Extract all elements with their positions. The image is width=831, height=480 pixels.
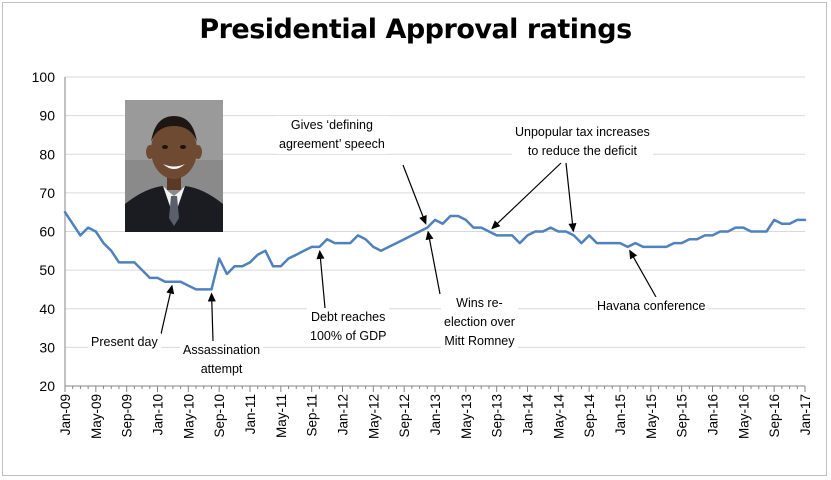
x-tick-label: Sep-15 bbox=[675, 394, 690, 438]
x-tick-label: Jan-17 bbox=[798, 394, 813, 435]
x-tick-label: Jan-16 bbox=[706, 394, 721, 435]
x-tick-label: Sep-12 bbox=[397, 394, 412, 438]
arrow-head bbox=[166, 284, 175, 295]
x-tick-label: Jan-09 bbox=[58, 394, 73, 435]
annotation-text: agreement’ speech bbox=[279, 137, 385, 151]
x-tick-label: May-13 bbox=[459, 394, 474, 439]
x-tick-label: Sep-09 bbox=[120, 394, 135, 438]
annotation-havana: Havana conference bbox=[594, 297, 709, 316]
annotation-text: Mitt Romney bbox=[444, 334, 515, 348]
annotation-text: to reduce the deficit bbox=[527, 144, 637, 158]
x-axis: Jan-09 May-09 Sep-09 Jan-10 May-10 Sep-10 Jan-… bbox=[58, 385, 813, 440]
arrow-shaft bbox=[428, 236, 441, 295]
y-tick-label: 90 bbox=[39, 108, 55, 124]
annotation-arrows bbox=[160, 162, 657, 342]
arrow-shaft bbox=[565, 162, 574, 227]
annotation-text: Wins re- bbox=[456, 296, 503, 310]
arrow-shaft bbox=[631, 254, 657, 298]
y-tick-label: 20 bbox=[39, 378, 55, 394]
x-tick-label: May-09 bbox=[89, 394, 104, 439]
x-tick-label: May-14 bbox=[551, 394, 566, 440]
annotation-text: Debt reaches bbox=[311, 310, 386, 324]
x-tick-label: Sep-14 bbox=[582, 394, 597, 438]
y-axis: 20 30 40 50 60 70 80 90 100 bbox=[32, 69, 66, 394]
annotation-debt: Debt reaches 100% of GDP bbox=[307, 308, 390, 346]
x-tick-label: Jan-11 bbox=[243, 394, 258, 434]
x-tick-label: Jan-10 bbox=[151, 394, 166, 435]
arrow-head bbox=[629, 249, 638, 260]
x-tick-label: Jan-15 bbox=[613, 394, 628, 435]
y-tick-label: 80 bbox=[39, 146, 55, 162]
x-tick-label: Sep-10 bbox=[212, 394, 227, 438]
arrow-shaft bbox=[211, 298, 214, 342]
annotation-text: Present day bbox=[91, 335, 158, 349]
annotation-assassination-attempt: Assassination attempt bbox=[180, 341, 264, 379]
x-tick-label: May-11 bbox=[274, 394, 289, 438]
annotation-text: attempt bbox=[200, 362, 243, 376]
x-tick-label: May-10 bbox=[181, 394, 196, 439]
x-tick-label: Jan-13 bbox=[428, 394, 443, 435]
y-tick-label: 40 bbox=[39, 301, 55, 317]
annotation-present-day: Present day bbox=[88, 333, 161, 352]
arrow-shaft bbox=[319, 255, 326, 309]
y-tick-label: 60 bbox=[39, 224, 55, 240]
arrow-head bbox=[568, 223, 577, 233]
series-layer bbox=[63, 210, 807, 291]
arrow-head bbox=[316, 249, 325, 260]
arrow-head bbox=[419, 215, 427, 225]
arrow-head bbox=[425, 230, 434, 241]
annotation-tax: Unpopular tax increases to reduce the de… bbox=[512, 123, 653, 161]
chart-title: Presidential Approval ratings bbox=[199, 14, 632, 45]
arrow-head bbox=[491, 220, 501, 230]
arrow-shaft bbox=[402, 164, 425, 220]
arrow-head bbox=[207, 292, 216, 302]
approval-series-line bbox=[63, 210, 807, 291]
annotation-reelection: Wins re- election over Mitt Romney bbox=[441, 294, 518, 351]
annotation-text: election over bbox=[444, 315, 515, 329]
x-tick-label: Sep-11 bbox=[305, 394, 320, 437]
annotation-text: 100% of GDP bbox=[310, 329, 387, 343]
arrow-shaft bbox=[160, 290, 172, 335]
x-tick-label: May-12 bbox=[366, 394, 381, 439]
portrait-photo bbox=[125, 100, 223, 232]
x-tick-label: Jan-12 bbox=[336, 394, 351, 435]
y-tick-label: 50 bbox=[39, 262, 55, 278]
x-tick-label: Sep-16 bbox=[767, 394, 782, 438]
annotation-text: Assassination bbox=[183, 343, 261, 357]
annotation-text: Havana conference bbox=[597, 299, 706, 313]
x-tick-label: May-15 bbox=[644, 394, 659, 439]
y-tick-label: 30 bbox=[39, 339, 55, 355]
arrow-shaft bbox=[495, 162, 562, 226]
x-tick-label: May-16 bbox=[736, 394, 751, 439]
x-tick-label: Jan-14 bbox=[521, 394, 536, 436]
annotation-text: Unpopular tax increases bbox=[515, 125, 650, 139]
y-tick-label: 70 bbox=[39, 185, 55, 201]
annotation-text: Gives ‘defining bbox=[290, 118, 373, 132]
annotation-speech: Gives ‘defining agreement’ speech bbox=[276, 116, 388, 154]
x-tick-label: Sep-13 bbox=[490, 394, 505, 438]
y-tick-label: 100 bbox=[32, 69, 56, 85]
